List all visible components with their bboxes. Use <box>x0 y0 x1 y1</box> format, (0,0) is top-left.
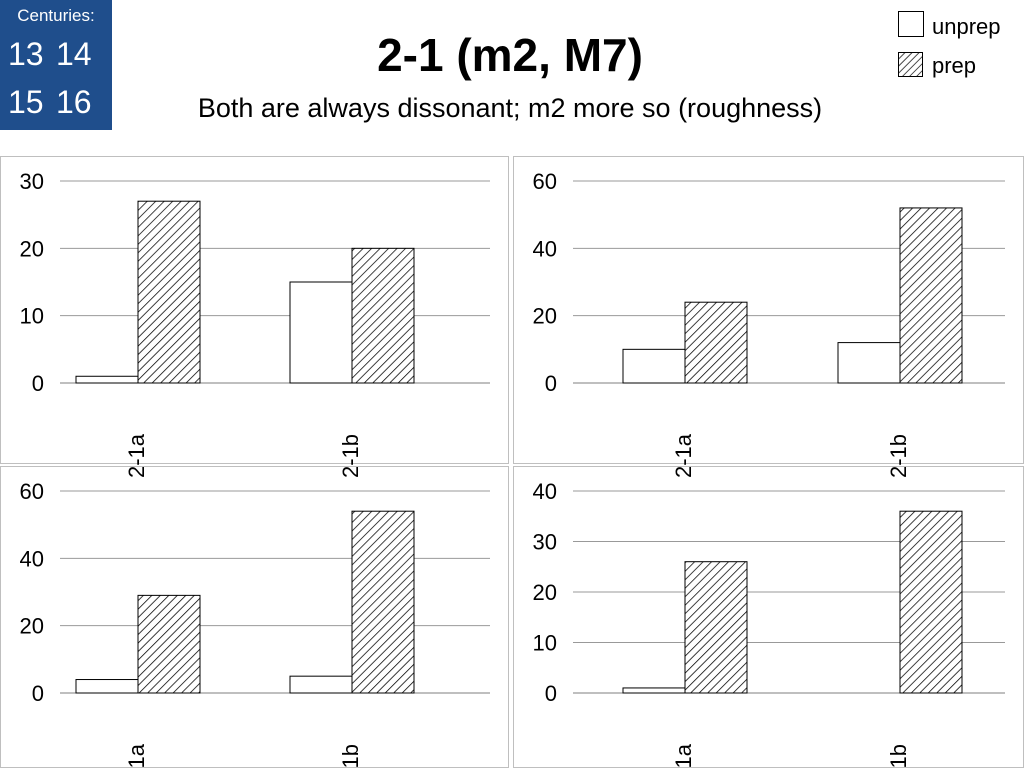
bar-unprep-2-1a <box>75 679 139 694</box>
bar-unprep-2-1a <box>622 348 686 384</box>
centuries-label: Centuries: <box>17 6 95 25</box>
y-tick-label: 0 <box>545 681 557 706</box>
century-14: 14 <box>56 36 92 72</box>
y-tick-label: 0 <box>32 681 44 706</box>
bar-prep-2-1b <box>351 247 415 384</box>
y-tick-label: 20 <box>533 580 557 605</box>
bar-prep-2-1a <box>684 301 748 384</box>
century-16: 16 <box>56 84 92 120</box>
legend-swatch-unprep <box>898 11 924 37</box>
y-tick-label: 20 <box>20 236 44 261</box>
x-tick-label: 2-1b <box>886 744 911 768</box>
bar-unprep-2-1b <box>837 342 901 384</box>
bar-unprep-2-1b <box>289 281 353 384</box>
legend-label-prep: prep <box>932 53 977 78</box>
legend-label-unprep: unprep <box>932 14 1001 39</box>
y-tick-label: 30 <box>20 169 44 194</box>
x-tick-label: 2-1b <box>338 744 363 768</box>
x-tick-label: 2-1a <box>124 743 149 768</box>
x-tick-label: 2-1b <box>338 434 363 478</box>
chart-panel-1: 0 10 20 30 2-1a 2-1b <box>0 156 509 478</box>
bar-unprep-2-1a <box>75 375 139 384</box>
x-tick-label: 2-1b <box>886 434 911 478</box>
chart-panel-2: 0 20 40 60 2-1a 2-1b <box>513 156 1024 478</box>
y-tick-label: 30 <box>533 530 557 555</box>
y-tick-label: 0 <box>545 371 557 396</box>
y-tick-label: 60 <box>533 169 557 194</box>
page-title: 2-1 (m2, M7) <box>377 29 643 81</box>
centuries-box: Centuries: 13 14 15 16 <box>0 0 112 130</box>
y-tick-label: 0 <box>32 371 44 396</box>
bar-prep-2-1b <box>899 207 963 384</box>
legend-swatch-prep <box>898 52 923 77</box>
y-tick-label: 40 <box>533 236 557 261</box>
y-tick-label: 10 <box>533 631 557 656</box>
bar-unprep-2-1a <box>622 687 686 694</box>
chart-panel-4: 0 10 20 30 40 2-1a 2-1b <box>513 466 1024 768</box>
y-tick-label: 10 <box>20 304 44 329</box>
bar-prep-2-1b <box>351 510 415 694</box>
bar-prep-2-1a <box>137 594 201 694</box>
bar-unprep-2-1b <box>289 675 353 694</box>
x-tick-label: 2-1a <box>671 743 696 768</box>
y-tick-label: 40 <box>533 479 557 504</box>
x-tick-label: 2-1a <box>124 433 149 478</box>
century-15: 15 <box>8 84 44 120</box>
page-subtitle: Both are always dissonant; m2 more so (r… <box>197 93 823 123</box>
bar-prep-2-1b <box>899 510 963 694</box>
x-tick-label: 2-1a <box>671 433 696 478</box>
y-tick-label: 20 <box>20 614 44 639</box>
y-tick-label: 60 <box>20 479 44 504</box>
chart-frame <box>0 466 509 768</box>
bar-prep-2-1a <box>684 561 748 694</box>
chart-panel-3: 0 20 40 60 2-1a 2-1b <box>0 466 509 768</box>
chart-frame <box>0 156 509 464</box>
bar-prep-2-1a <box>137 200 201 384</box>
y-tick-label: 20 <box>533 304 557 329</box>
century-13: 13 <box>8 36 44 72</box>
y-tick-label: 40 <box>20 546 44 571</box>
